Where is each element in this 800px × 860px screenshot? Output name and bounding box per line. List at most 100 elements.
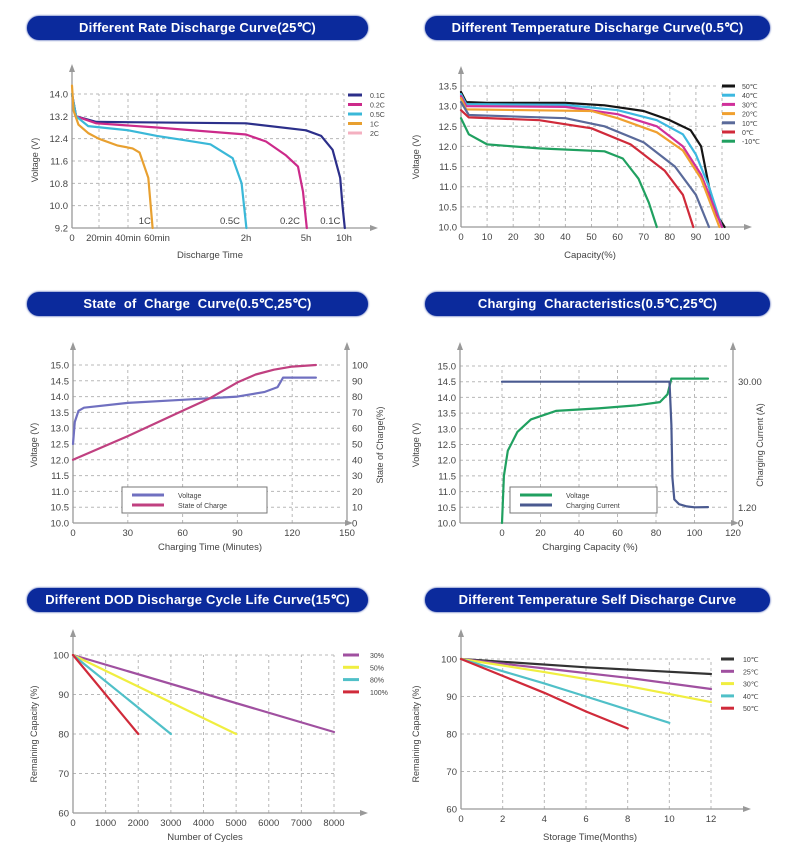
series-line-1 bbox=[71, 363, 317, 461]
chart-title-self-discharge: Different Temperature Self Discharge Cur… bbox=[425, 588, 770, 612]
x-tick-label: 60 bbox=[612, 528, 623, 539]
grid bbox=[73, 654, 335, 813]
x-tick-label: 120 bbox=[725, 528, 741, 539]
legend-box bbox=[121, 486, 268, 514]
x-axis-label: Discharge Time bbox=[177, 250, 243, 261]
legend-label: 25℃ bbox=[743, 669, 759, 676]
y-tick-label: 15.0 bbox=[51, 361, 70, 372]
x-tick-label: 40 bbox=[560, 232, 571, 243]
y-axis-label: Remaining Capacity (%) bbox=[411, 685, 421, 782]
x-tick-label: 0 bbox=[458, 814, 463, 825]
legend-label: 0.5C bbox=[370, 112, 385, 119]
y2-axis-label: Charging Current (A) bbox=[755, 403, 765, 487]
legend-label: 0.2C bbox=[370, 103, 385, 110]
legend-label: -10℃ bbox=[742, 139, 760, 146]
y-tick-label: 11.0 bbox=[51, 487, 69, 498]
y-tick-label: 12.4 bbox=[50, 134, 69, 145]
y-tick-label: 12.0 bbox=[439, 142, 458, 153]
y-tick-label: 70 bbox=[58, 769, 69, 780]
y-axis-label: Voltage (V) bbox=[411, 135, 421, 180]
x-tick-label: 10h bbox=[336, 233, 352, 244]
legend-label: Charging Current bbox=[566, 503, 620, 510]
chart-title-dod-cycle-life: Different DOD Discharge Cycle Life Curve… bbox=[27, 588, 368, 612]
series-line-2 bbox=[71, 653, 172, 736]
series-line-1 bbox=[459, 657, 713, 691]
series-line-0 bbox=[71, 653, 336, 734]
x-axis-arrow-icon bbox=[744, 224, 752, 230]
y-tick-label: 11.5 bbox=[438, 471, 456, 482]
legend: Voltage State of Charge bbox=[121, 486, 268, 514]
y-tick-label: 100 bbox=[53, 651, 69, 662]
y-axis-arrow-icon bbox=[458, 629, 464, 637]
legend-label: 50℃ bbox=[742, 84, 758, 91]
chart-title-temperature-discharge: Different Temperature Discharge Curve(0.… bbox=[425, 16, 770, 40]
chart-title-state-of-charge: State of Charge Curve(0.5℃,25℃) bbox=[27, 292, 368, 316]
y-tick-label: 60 bbox=[58, 809, 69, 820]
x-axis-label: Capacity(%) bbox=[564, 250, 616, 261]
y2-tick-label: 0 bbox=[352, 519, 357, 530]
y-tick-label: 14.0 bbox=[50, 90, 69, 101]
curve-annotation: 0.2C bbox=[280, 216, 300, 227]
x-axis-label: Charging Capacity (%) bbox=[542, 542, 638, 553]
legend-label: 10℃ bbox=[742, 121, 758, 128]
legend-label: State of Charge bbox=[178, 503, 227, 510]
x-tick-label: 40min bbox=[115, 233, 141, 244]
legend-label: 30℃ bbox=[743, 682, 759, 689]
legend-label: 10℃ bbox=[743, 657, 759, 664]
x-tick-label: 8000 bbox=[323, 818, 344, 829]
chart-1: 9.2 10.0 10.8 11.6 12.4 13.2 14.0 0 20min 40min 60… bbox=[30, 64, 385, 261]
y2-tick-label: 20 bbox=[352, 487, 363, 498]
legend-label: 1C bbox=[370, 122, 379, 129]
x-axis-arrow-icon bbox=[743, 806, 751, 812]
x-tick-label: 0 bbox=[70, 528, 75, 539]
y-tick-label: 13.5 bbox=[439, 82, 458, 93]
series-line-3 bbox=[459, 96, 721, 229]
y-tick-label: 13.0 bbox=[438, 424, 457, 435]
y-tick-label: 13.0 bbox=[51, 424, 70, 435]
series-line-0 bbox=[71, 376, 317, 446]
x-tick-label: 0 bbox=[458, 232, 463, 243]
y-tick-label: 13.5 bbox=[438, 409, 457, 420]
x-axis-arrow-icon bbox=[370, 225, 378, 231]
x-tick-label: 40 bbox=[574, 528, 585, 539]
series-line-3 bbox=[459, 657, 671, 724]
chart-3: 10.0 10.5 11.0 11.5 12.0 12.5 13.0 13.5 14.0 14.5… bbox=[29, 342, 385, 553]
x-tick-label: 0 bbox=[70, 818, 75, 829]
legend-label: 40℃ bbox=[742, 93, 758, 100]
y-tick-label: 11.0 bbox=[438, 487, 456, 498]
legend-label: 30% bbox=[370, 653, 384, 660]
legend: 0.1C 0.2C 0.5C 1C 2C bbox=[348, 93, 385, 138]
y-tick-label: 14.5 bbox=[438, 377, 457, 388]
x-tick-label: 4 bbox=[542, 814, 547, 825]
y-tick-label: 11.5 bbox=[51, 471, 69, 482]
x-axis-label: Charging Time (Minutes) bbox=[158, 542, 262, 553]
y-tick-label: 10.0 bbox=[51, 519, 70, 530]
x-tick-label: 120 bbox=[284, 528, 300, 539]
y-tick-label: 12.5 bbox=[51, 440, 70, 451]
y-axis-label: Remaining Capacity (%) bbox=[29, 685, 39, 782]
y-tick-label: 90 bbox=[446, 692, 457, 703]
y2-tick-label: 100 bbox=[352, 361, 368, 372]
x-tick-label: 8 bbox=[625, 814, 630, 825]
y-tick-label: 12.5 bbox=[439, 122, 458, 133]
y-tick-label: 10.0 bbox=[50, 201, 69, 212]
x-tick-label: 100 bbox=[714, 232, 730, 243]
chart-title-rate-discharge: Different Rate Discharge Curve(25℃) bbox=[27, 16, 368, 40]
x-tick-label: 20 bbox=[508, 232, 519, 243]
y2-tick-label: 70 bbox=[352, 408, 363, 419]
y-tick-label: 12.0 bbox=[51, 455, 70, 466]
legend-box bbox=[509, 486, 658, 514]
legend: 30% 50% 80% 100% bbox=[343, 653, 388, 697]
x-tick-label: 7000 bbox=[291, 818, 312, 829]
chart-4: 10.0 10.5 11.0 11.5 12.0 12.5 13.0 13.5 14.0 14.5… bbox=[411, 342, 765, 553]
y-tick-label: 70 bbox=[446, 767, 457, 778]
legend-label: 80% bbox=[370, 678, 384, 685]
y-tick-label: 14.0 bbox=[51, 392, 70, 403]
y-tick-label: 80 bbox=[58, 730, 69, 741]
y-tick-label: 10.0 bbox=[438, 519, 457, 530]
y2-tick-label: 10 bbox=[352, 503, 363, 514]
y-tick-label: 10.5 bbox=[438, 503, 457, 514]
y-tick-label: 60 bbox=[446, 805, 457, 816]
x-tick-label: 3000 bbox=[160, 818, 181, 829]
x-tick-label: 80 bbox=[651, 528, 662, 539]
